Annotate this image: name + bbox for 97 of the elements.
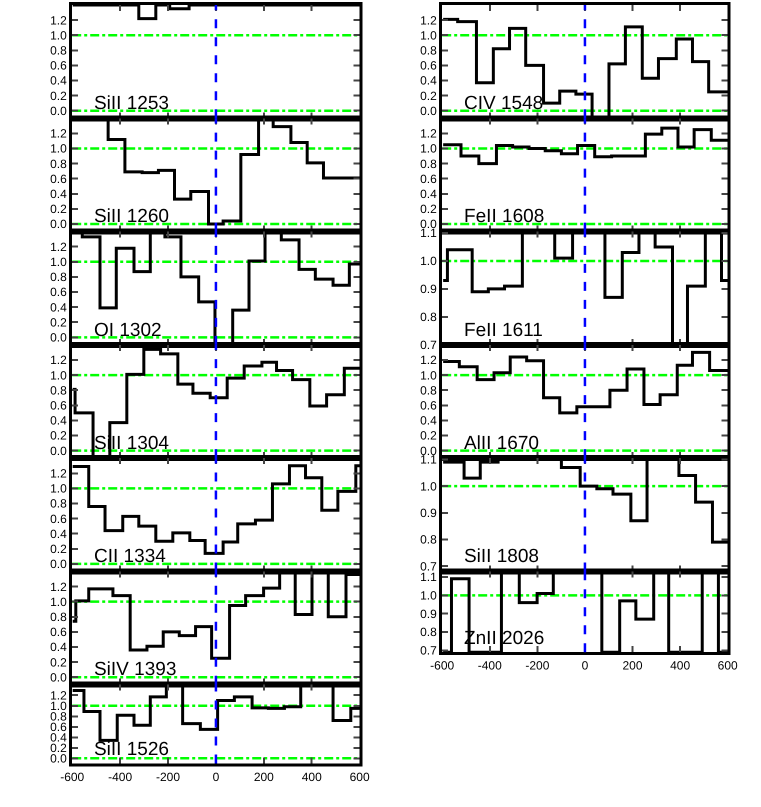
y-tick-label: 0.8 [420, 156, 438, 171]
y-tick-label: 0.7 [420, 644, 438, 658]
x-tick-label: 0 [212, 770, 220, 784]
text: FeII 1611 [464, 320, 543, 341]
y-tick-label: 0.9 [420, 282, 438, 296]
y-tick-label: 0.0 [50, 217, 68, 232]
y-tick-label: 1.2 [420, 13, 438, 28]
y-tick-label: 0.8 [50, 383, 68, 398]
y-tick-label: 0.2 [50, 202, 68, 216]
y-tick-label: 1.0 [50, 28, 68, 42]
y-tick-label: 0.0 [420, 104, 438, 118]
x-tick-label: 0 [582, 658, 589, 673]
x-tick-label: -600 [60, 770, 85, 784]
y-tick-label: 0.9 [420, 606, 438, 621]
x-tick-label: -400 [478, 658, 502, 673]
y-tick-label: 0.6 [50, 398, 68, 412]
x-tick-label: 400 [670, 658, 690, 673]
x-tick-label: -600 [430, 658, 455, 673]
x-tick-label: 200 [254, 770, 274, 784]
y-tick-label: 0.2 [420, 428, 438, 443]
y-tick-label: 0.4 [50, 187, 68, 202]
x-tick-label: 600 [718, 658, 738, 673]
y-tick-label: 0.6 [420, 58, 438, 73]
text: SiII 1526 [94, 739, 169, 760]
y-tick-label: 1.0 [50, 368, 68, 382]
y-tick-label: 1.0 [420, 142, 438, 156]
x-tick-label: -200 [156, 770, 180, 784]
y-tick-label: 0.0 [50, 557, 68, 572]
y-tick-label: 0.4 [420, 74, 438, 88]
y-tick-label: 0.4 [50, 300, 68, 314]
y-tick-label: 1.0 [420, 588, 438, 603]
y-tick-label: 0.0 [50, 104, 68, 118]
y-tick-label: 0.0 [50, 330, 68, 345]
y-tick-label: 0.8 [50, 496, 68, 511]
y-tick-label: 0.0 [50, 670, 68, 684]
y-tick-label: 0.8 [50, 44, 68, 58]
y-tick-label: 0.8 [420, 532, 438, 547]
y-tick-label: 0.2 [420, 88, 438, 103]
y-tick-label: 0.2 [50, 542, 68, 556]
y-tick-label: 1.0 [50, 254, 68, 269]
y-tick-label: 0.4 [420, 414, 438, 428]
y-tick-label: 0.7 [420, 338, 438, 352]
text: FeII 1608 [464, 206, 544, 227]
y-tick-label: 0.0 [50, 444, 68, 458]
y-tick-label: 0.6 [50, 285, 68, 300]
text: CII 1334 [94, 546, 166, 567]
y-tick-label: 1.2 [50, 126, 68, 141]
y-tick-label: 0.4 [50, 414, 68, 428]
x-tick-label: 600 [350, 770, 370, 784]
y-tick-label: 0.8 [50, 270, 68, 284]
y-tick-label: 0.8 [420, 383, 438, 398]
y-tick-label: 0.4 [420, 187, 438, 202]
y-tick-label: 0.6 [50, 512, 68, 526]
y-tick-label: 1.2 [50, 353, 68, 368]
y-tick-label: 1.2 [420, 353, 438, 368]
y-tick-label: 0.2 [50, 88, 68, 103]
text: SiII 1808 [464, 546, 539, 567]
text: SiIV 1393 [94, 659, 176, 680]
y-tick-label: 0.8 [50, 156, 68, 171]
y-tick-label: 1.2 [50, 240, 68, 254]
y-tick-label: 1.2 [50, 13, 68, 28]
y-tick-label: 0.6 [50, 58, 68, 73]
y-tick-label: 1.2 [50, 466, 68, 480]
y-tick-label: 0.8 [420, 44, 438, 58]
y-tick-label: 1.2 [50, 580, 68, 594]
text: CIV 1548 [464, 93, 544, 114]
y-tick-label: 0.2 [50, 428, 68, 443]
y-tick-label: 1.2 [420, 126, 438, 141]
text: SiII 1260 [94, 206, 169, 227]
text: SiII 1253 [94, 93, 169, 114]
y-tick-label: 0.6 [50, 172, 68, 186]
text: OI 1302 [94, 320, 162, 341]
y-tick-label: 0.4 [50, 526, 68, 541]
x-tick-label: -200 [525, 658, 550, 673]
y-tick-label: 0.2 [50, 315, 68, 330]
y-tick-label: 0.2 [50, 655, 68, 670]
y-tick-label: 0.6 [420, 398, 438, 412]
y-tick-label: 1.0 [420, 254, 438, 268]
x-tick-label: -400 [108, 770, 132, 784]
y-tick-label: 1.0 [420, 479, 438, 494]
y-tick-label: 1.0 [50, 594, 68, 609]
y-tick-label: 0.8 [420, 310, 438, 324]
y-tick-label: 0.4 [50, 74, 68, 88]
y-tick-label: 1.0 [50, 142, 68, 156]
y-tick-label: 1.0 [420, 368, 438, 382]
text: AlII 1670 [464, 433, 539, 454]
y-tick-label: 1.0 [420, 28, 438, 42]
x-tick-label: 400 [302, 770, 322, 784]
y-tick-label: 1.0 [50, 482, 68, 496]
y-tick-label: 0.6 [420, 172, 438, 186]
x-tick-label: 200 [622, 658, 643, 673]
y-tick-label: 0.2 [420, 202, 438, 216]
y-tick-label: 0.4 [50, 640, 68, 654]
y-tick-label: 0.9 [420, 506, 438, 520]
y-tick-label: 0.8 [50, 610, 68, 624]
y-tick-label: 0.8 [420, 625, 438, 640]
y-tick-label: 0.6 [50, 625, 68, 640]
